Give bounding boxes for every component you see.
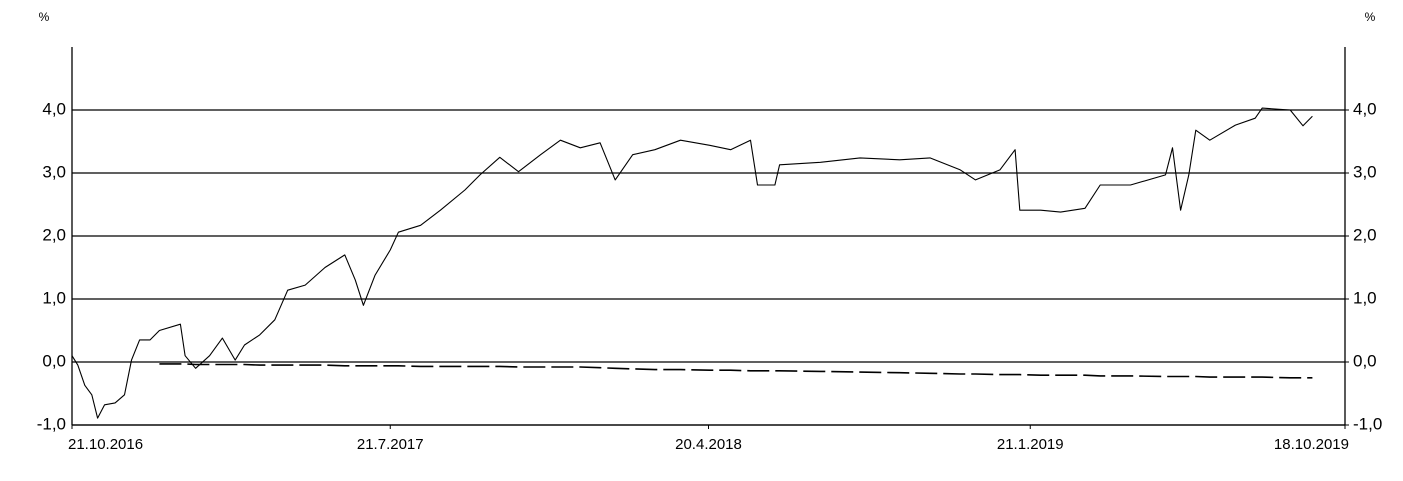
x-tick-label: 21.1.2019 [997,436,1064,453]
y-tick-label: 4,0 [42,99,66,118]
y2-tick-label: 0,0 [1353,351,1377,370]
y-tick-label: -1,0 [37,414,66,433]
y2-tick-label: 1,0 [1353,288,1377,307]
y-axis-unit: % [39,10,50,24]
x-tick-label: 18.10.2019 [1274,436,1349,453]
y2-tick-label: 3,0 [1353,162,1377,181]
y-tick-label: 0,0 [42,351,66,370]
y2-tick-label: -1,0 [1353,414,1382,433]
x-tick-label: 21.10.2016 [68,436,143,453]
y2-axis-unit: % [1365,10,1376,24]
x-tick-label: 21.7.2017 [357,436,424,453]
y-tick-label: 1,0 [42,288,66,307]
data-line [159,363,1313,379]
data-line [71,107,1313,419]
y2-tick-label: 4,0 [1353,99,1377,118]
y-tick-label: 2,0 [42,225,66,244]
x-tick-label: 20.4.2018 [675,436,742,453]
y-tick-label: 3,0 [42,162,66,181]
y2-tick-label: 2,0 [1353,225,1377,244]
